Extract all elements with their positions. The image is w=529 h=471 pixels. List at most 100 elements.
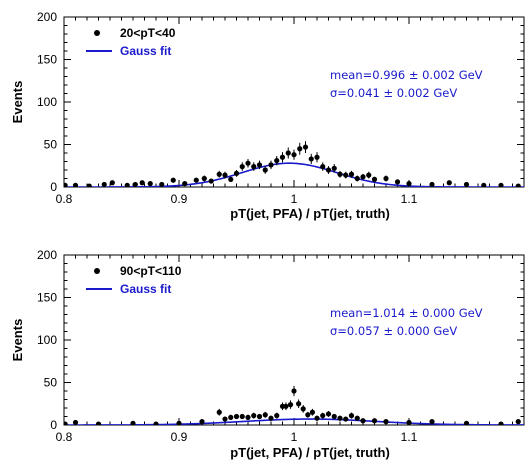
- legend-label-data: 20<pT<40: [120, 26, 176, 40]
- data-point: [64, 182, 68, 187]
- data-point: [216, 171, 222, 177]
- data-point: [95, 421, 102, 425]
- data-point: [337, 415, 343, 421]
- y-tick-label: 0: [50, 418, 57, 432]
- data-point: [325, 411, 332, 417]
- x-tick-label: 1: [291, 430, 298, 444]
- data-point: [348, 413, 355, 419]
- data-point: [262, 412, 268, 418]
- data-point: [360, 418, 366, 424]
- y-tick-label: 100: [37, 333, 57, 347]
- plot-frame: [63, 254, 525, 426]
- fit-sigma-annotation: σ=0.041 ± 0.002 GeV: [330, 86, 457, 100]
- data-point: [159, 181, 165, 187]
- data-point: [383, 419, 389, 425]
- data-point: [446, 180, 452, 186]
- x-tick-label: 0.9: [171, 430, 188, 444]
- data-point: [222, 416, 228, 422]
- data-point: [300, 406, 306, 412]
- data-point: [147, 181, 153, 187]
- data-point: [245, 160, 251, 166]
- legend-label-fit: Gauss fit: [120, 44, 171, 58]
- data-point: [287, 402, 294, 408]
- data-point: [343, 172, 349, 178]
- legend-marker-data: [94, 30, 100, 36]
- data-point: [481, 182, 487, 187]
- data-point: [406, 419, 412, 425]
- data-point: [274, 413, 280, 419]
- legend-label-fit: Gauss fit: [120, 282, 171, 296]
- x-tick-label: 1.1: [401, 430, 418, 444]
- x-axis-title: pT(jet, PFA) / pT(jet, truth): [230, 206, 390, 221]
- data-point: [228, 414, 234, 420]
- data-point: [216, 409, 222, 415]
- fit-sigma-annotation: σ=0.057 ± 0.000 GeV: [330, 324, 457, 338]
- data-point: [394, 179, 401, 185]
- data-point: [291, 388, 297, 394]
- data-point: [360, 174, 366, 180]
- data-point: [101, 181, 107, 187]
- data-point: [208, 178, 214, 184]
- y-tick-label: 50: [44, 376, 58, 390]
- data-point: [305, 412, 311, 418]
- y-tick-label: 150: [37, 53, 57, 67]
- data-point: [354, 175, 360, 182]
- y-axis-title: Events: [10, 81, 25, 124]
- data-point: [268, 415, 274, 421]
- data-point: [199, 419, 205, 425]
- data-point: [170, 177, 176, 183]
- y-tick-label: 200: [37, 10, 57, 24]
- fit-mean-annotation: mean=1.014 ± 0.000 GeV: [330, 306, 483, 320]
- data-point: [320, 413, 326, 419]
- y-tick-label: 200: [37, 248, 57, 262]
- data-point: [239, 164, 245, 170]
- data-point: [348, 171, 355, 177]
- y-tick-label: 150: [37, 291, 57, 305]
- data-point: [463, 420, 470, 425]
- chart-panel-2: 0.8 0.9 1 1.1 0 50 100 150 200 pT(jet, PFA) / pT(…: [10, 248, 525, 460]
- y-axis-title: Events: [10, 319, 25, 362]
- data-point: [308, 156, 314, 162]
- x-axis-title: pT(jet, PFA) / pT(jet, truth): [230, 445, 390, 460]
- data-point: [371, 418, 378, 424]
- x-tick-label: 1: [291, 192, 298, 206]
- data-point: [262, 167, 268, 173]
- data-point: [309, 409, 315, 415]
- fit-mean-annotation: mean=0.996 ± 0.002 GeV: [330, 68, 483, 82]
- data-point: [268, 162, 274, 168]
- data-point: [383, 175, 389, 182]
- data-point: [297, 146, 303, 152]
- data-point: [331, 413, 337, 420]
- data-points: [64, 141, 521, 187]
- data-point: [233, 413, 240, 420]
- data-point: [320, 164, 326, 170]
- data-point: [325, 167, 332, 173]
- data-points: [64, 385, 521, 425]
- data-point: [109, 180, 115, 186]
- x-tick-label: 0.8: [56, 192, 73, 206]
- data-point: [222, 172, 228, 178]
- data-point: [176, 420, 182, 425]
- data-point: [498, 182, 504, 187]
- data-point: [132, 181, 138, 187]
- data-point: [251, 413, 257, 419]
- gauss-fit-curve: [64, 162, 524, 187]
- data-point: [153, 421, 159, 425]
- data-point: [283, 403, 289, 409]
- data-point: [343, 416, 349, 422]
- data-point: [86, 183, 92, 187]
- data-point: [371, 176, 378, 182]
- data-point: [296, 401, 302, 407]
- data-point: [233, 170, 240, 176]
- data-point: [228, 176, 234, 182]
- data-point: [274, 158, 280, 164]
- y-tick-label: 50: [44, 138, 58, 152]
- y-tick-label: 100: [37, 95, 57, 109]
- gauss-fit-curve: [64, 418, 524, 425]
- data-point: [251, 164, 257, 170]
- plot-frame: [63, 16, 525, 188]
- data-point: [429, 181, 435, 187]
- data-point: [64, 421, 68, 425]
- data-point: [201, 175, 207, 182]
